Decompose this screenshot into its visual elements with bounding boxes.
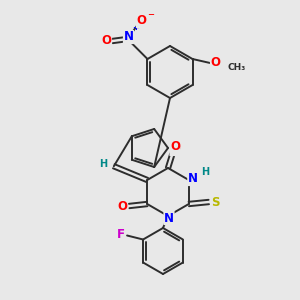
Text: H: H <box>201 167 209 177</box>
Text: O: O <box>117 200 127 214</box>
Text: N: N <box>124 31 134 44</box>
Text: O: O <box>170 142 180 155</box>
Text: F: F <box>117 228 125 241</box>
Text: N: N <box>188 172 198 185</box>
Text: O: O <box>170 140 180 152</box>
Text: H: H <box>99 159 107 169</box>
Text: +: + <box>133 23 140 32</box>
Text: O: O <box>136 14 146 28</box>
Text: −: − <box>148 10 154 19</box>
Text: CH₃: CH₃ <box>227 62 246 71</box>
Text: N: N <box>164 212 174 224</box>
Text: O: O <box>101 34 112 47</box>
Text: O: O <box>211 56 220 70</box>
Text: S: S <box>212 196 220 208</box>
